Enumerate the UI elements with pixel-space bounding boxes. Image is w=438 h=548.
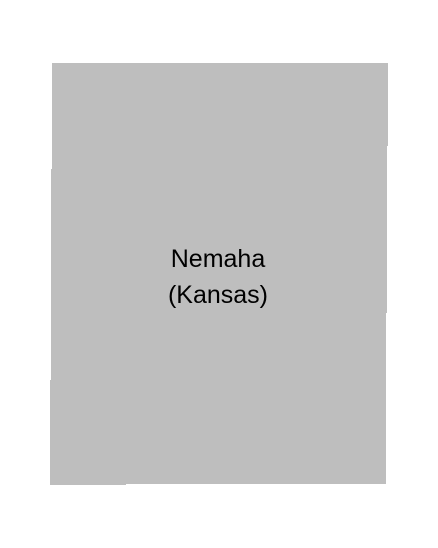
county-state-label: (Kansas) [168,281,268,309]
county-name-label: Nemaha [171,245,266,273]
county-shape [50,63,388,485]
